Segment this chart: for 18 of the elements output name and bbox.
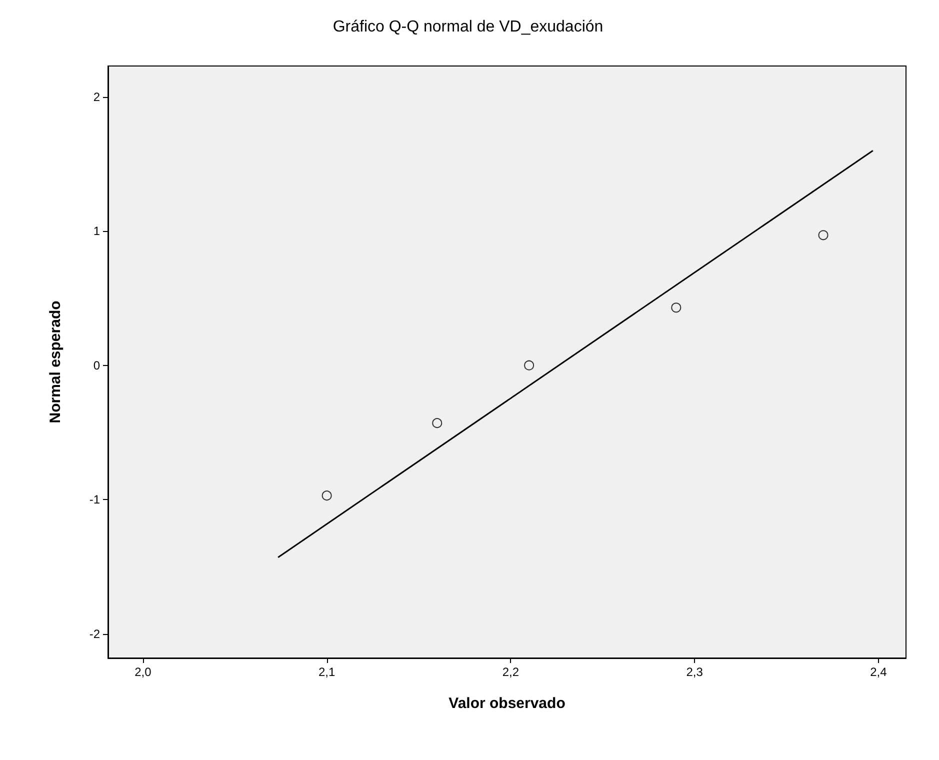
y-tick-label: -1	[89, 492, 100, 507]
point	[671, 302, 682, 313]
x-tick-label: 2,0	[134, 665, 152, 679]
y-tick-label: 0	[93, 358, 100, 372]
y-tick-label: 2	[93, 90, 100, 104]
point	[818, 230, 828, 240]
x-tick-label: 2,1	[318, 665, 336, 679]
y-tick-label: 1	[93, 224, 100, 238]
point	[432, 418, 442, 428]
y-axis-title: Normal esperado	[47, 300, 64, 424]
point	[322, 490, 332, 501]
chart-title: Gráfico Q-Q normal de VD_exudación	[332, 18, 604, 36]
point	[524, 360, 534, 370]
x-tick-label: 2,3	[686, 665, 704, 679]
y-tick-label: -2	[89, 626, 100, 641]
x-tick-label: 2,2	[502, 665, 520, 679]
x-tick-label: 2,4	[870, 665, 888, 679]
x-axis-title: Valor observado	[448, 695, 566, 712]
